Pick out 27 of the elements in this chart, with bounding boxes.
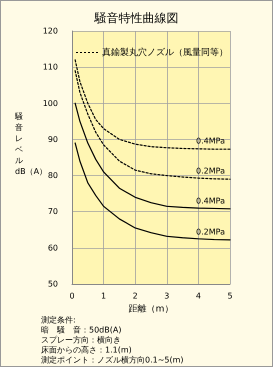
series-label: 0.2MPa [196,166,226,176]
x-tick-label: 3 [164,292,170,300]
y-tick-label: 70 [48,207,58,216]
text: スプレー方向：横向き [41,336,121,344]
series-label: 0.4MPa [196,196,226,206]
text: 床面からの高さ：1.1(m) [41,346,132,354]
y-tick-label: 50 [48,280,58,288]
series-label: 0.2MPa [196,227,226,236]
y-tick-label: 60 [48,243,58,252]
x-tick-label: 5 [227,292,233,300]
y-axis-title: 騒音レベル dB（A） [14,112,48,176]
x-tick-label: 2 [132,292,138,300]
annotation: 真鍮製丸穴ノズル（風量同等） [102,46,228,59]
y-tick-label: 110 [42,62,58,72]
y-tick-label: 80 [48,171,58,180]
chart-title: 騒音特性曲線図 [94,11,178,25]
y-tick-label: 90 [48,134,58,144]
x-axis-title: 距離（m） [128,303,174,314]
x-tick-label: 4 [196,292,201,300]
x-tick-label: 1 [101,292,106,300]
text: 測定条件: [41,316,76,324]
y-tick-label: 100 [42,98,58,108]
text: 暗 騒 音：50dB(A) [41,326,122,334]
y-tick-label: 120 [42,26,58,36]
text: 測定ポイント：ノズル横方向0.1~5(m) [41,356,184,364]
series-label: 0.4MPa [196,136,226,146]
x-tick-label: 0 [69,292,75,300]
